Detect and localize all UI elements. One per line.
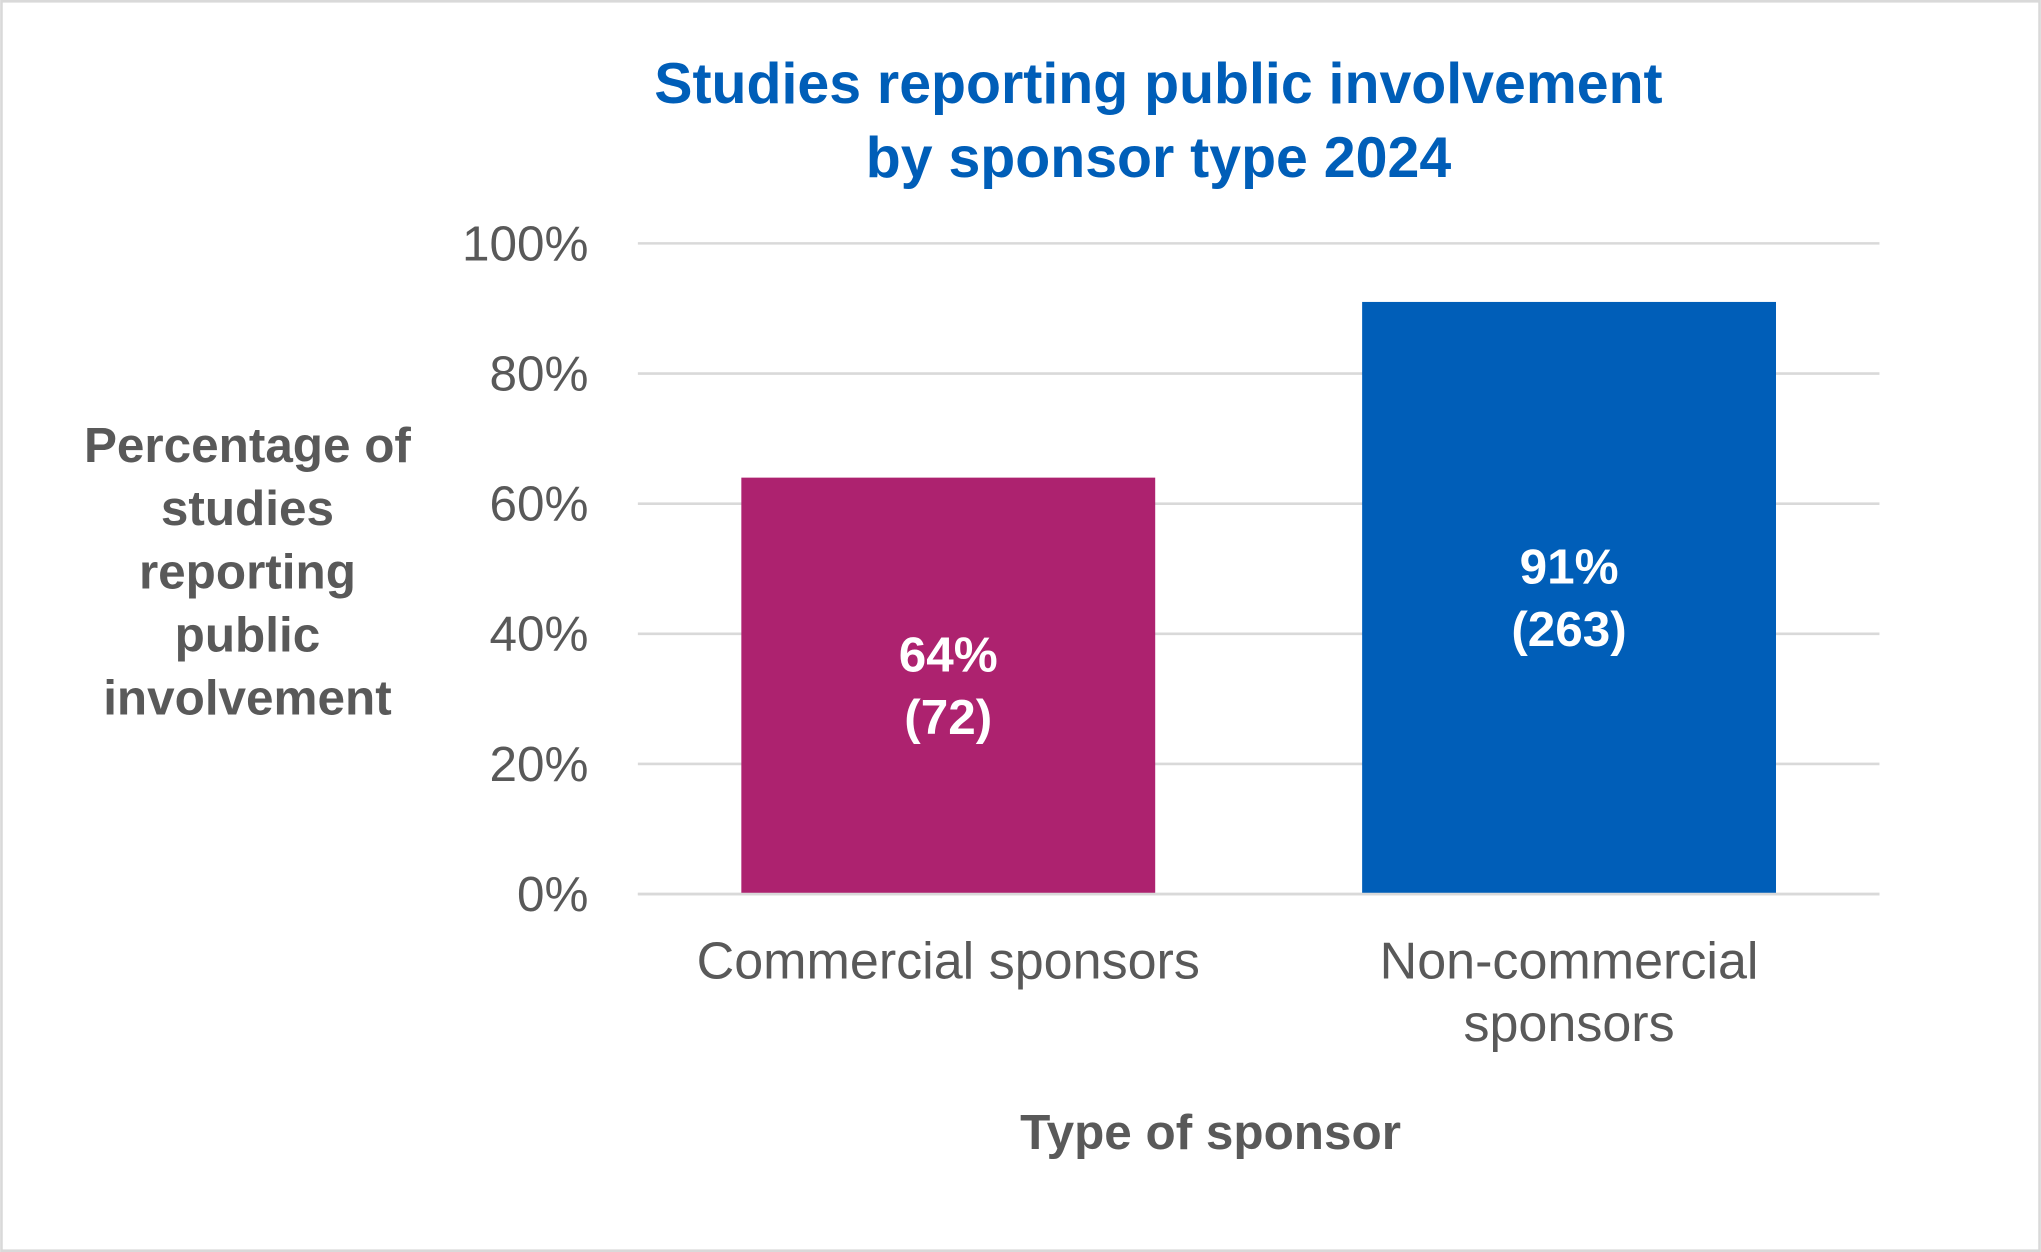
y-axis-title-line: involvement (103, 670, 391, 725)
y-axis-title-line: Percentage of (84, 418, 411, 473)
bar (741, 477, 1156, 895)
x-axis-title: Type of sponsor (1020, 1105, 1401, 1160)
y-axis-title-line: reporting (139, 544, 356, 599)
data-label: (72) (904, 690, 992, 745)
y-axis-title: Percentage of studies reporting public invol… (84, 418, 411, 725)
x-tick-label: sponsors (1463, 995, 1674, 1053)
y-tick-label: 40% (489, 607, 588, 662)
bars: 64% (72) 91% (263) (637, 301, 1880, 896)
x-tick-label: Non-commercial (1380, 933, 1759, 991)
x-tick-label: Commercial sponsors (697, 933, 1200, 991)
x-axis-labels: Commercial sponsors Non-commercialsponsor… (697, 933, 1759, 1053)
y-tick-label: 80% (489, 346, 588, 401)
bar (1362, 301, 1776, 895)
title-line: by sponsor type 2024 (866, 126, 1452, 190)
y-axis-title-line: public (175, 607, 321, 662)
data-label: 64% (899, 628, 998, 683)
data-label: (263) (1511, 602, 1626, 657)
y-tick-label: 20% (489, 737, 588, 792)
title-line: Studies reporting public involvement (654, 52, 1662, 116)
y-tick-label: 100% (462, 216, 588, 271)
chart-title: Studies reporting public involvement by s… (654, 52, 1662, 190)
y-tick-label: 60% (489, 477, 588, 532)
data-label: 91% (1520, 540, 1619, 595)
y-axis-title-line: studies (161, 481, 334, 536)
y-tick-label: 0% (517, 867, 588, 922)
